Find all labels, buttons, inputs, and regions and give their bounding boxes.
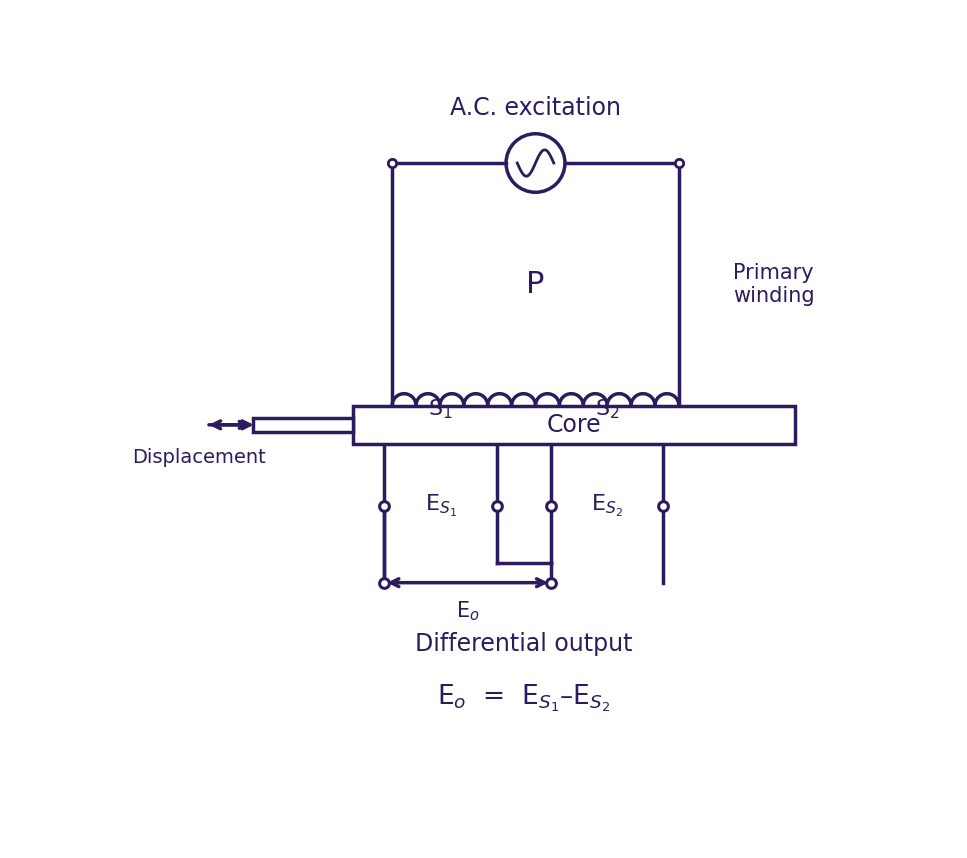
Bar bbox=[252, 418, 353, 432]
Text: E$_{S_1}$: E$_{S_1}$ bbox=[425, 492, 456, 519]
Text: E$_o$: E$_o$ bbox=[455, 600, 480, 623]
Text: Core: Core bbox=[547, 413, 601, 437]
Text: E$_o$  =  E$_{S_1}$–E$_{S_2}$: E$_o$ = E$_{S_1}$–E$_{S_2}$ bbox=[437, 682, 611, 714]
Text: P: P bbox=[526, 269, 544, 299]
Text: Displacement: Displacement bbox=[132, 448, 266, 467]
Text: E$_{S_2}$: E$_{S_2}$ bbox=[591, 492, 623, 519]
Text: A.C. excitation: A.C. excitation bbox=[450, 96, 621, 120]
Text: S$_2$: S$_2$ bbox=[595, 397, 620, 421]
Text: Differential output: Differential output bbox=[415, 632, 632, 656]
Text: S$_1$: S$_1$ bbox=[428, 397, 453, 421]
Bar bbox=[353, 406, 795, 444]
Text: Primary
winding: Primary winding bbox=[733, 263, 815, 306]
